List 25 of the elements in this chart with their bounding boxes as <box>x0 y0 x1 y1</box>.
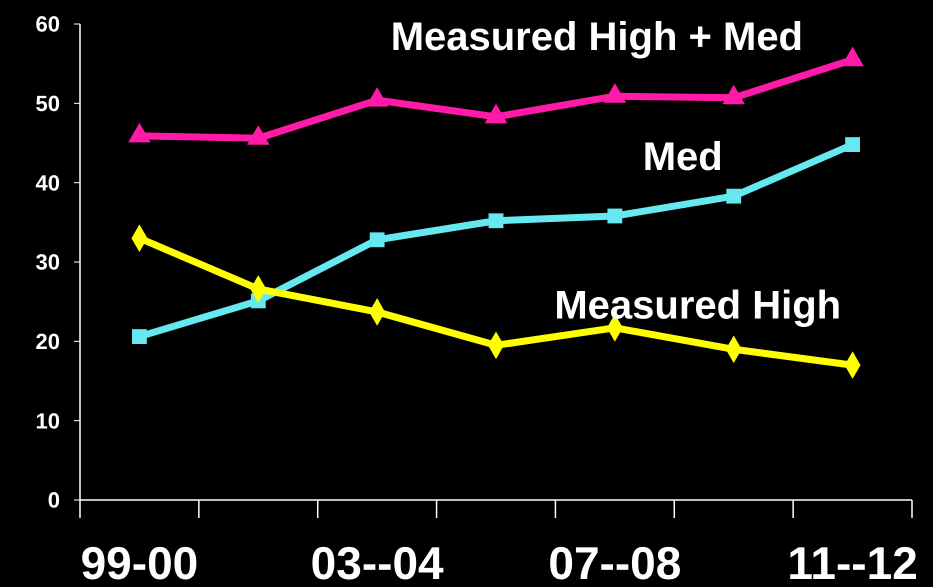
x-tick-label: 99-00 <box>80 537 198 587</box>
series-label: Measured High <box>554 283 842 328</box>
y-tick-label: 60 <box>36 12 60 37</box>
point <box>370 232 385 248</box>
point <box>132 329 147 344</box>
series-label: Measured High + Med <box>390 15 804 60</box>
series-label: Med <box>642 135 723 180</box>
point <box>488 213 504 228</box>
point <box>841 46 864 66</box>
point <box>604 83 626 103</box>
point <box>722 84 745 104</box>
y-tick-label: 40 <box>36 170 60 196</box>
x-tick-label: 03--04 <box>310 537 444 587</box>
y-tick-label: 30 <box>36 250 60 275</box>
y-tick-label: 10 <box>36 408 60 434</box>
point <box>484 104 508 124</box>
y-tick-label: 20 <box>36 329 60 354</box>
point <box>247 125 270 145</box>
y-tick-label: 0 <box>48 488 60 513</box>
point <box>128 122 151 142</box>
y-tick-label: 50 <box>36 91 60 116</box>
point <box>366 87 388 107</box>
x-tick-label: 11--12 <box>787 537 918 587</box>
point <box>607 208 622 224</box>
x-tick-label: 07--08 <box>548 537 682 587</box>
